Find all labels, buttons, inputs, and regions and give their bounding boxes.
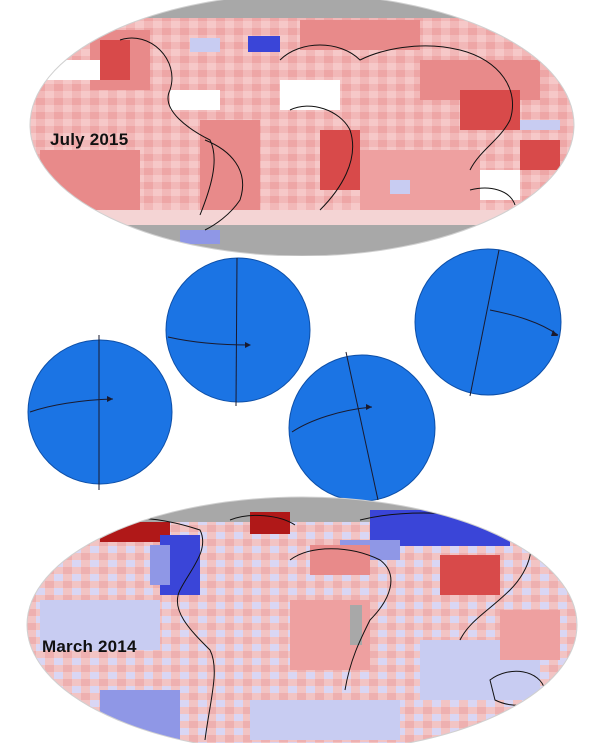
- globe-3: [288, 351, 436, 502]
- map-july-2015-graphic: [29, 0, 575, 256]
- globe-1: [27, 335, 173, 490]
- rotating-globes-graphic: [27, 248, 562, 502]
- map-july-2015-fill: [30, 0, 574, 256]
- map-march-2014-graphic: [26, 496, 578, 743]
- map-label-march-2014: March 2014: [42, 637, 137, 656]
- globes-row: [0, 246, 605, 506]
- globe-2: [165, 257, 311, 407]
- temperature-anomaly-map-march-2014: [0, 496, 605, 743]
- map-label-july-2015: July 2015: [50, 130, 129, 149]
- temperature-anomaly-map-july-2015: [0, 0, 605, 256]
- globe-4: [414, 248, 562, 397]
